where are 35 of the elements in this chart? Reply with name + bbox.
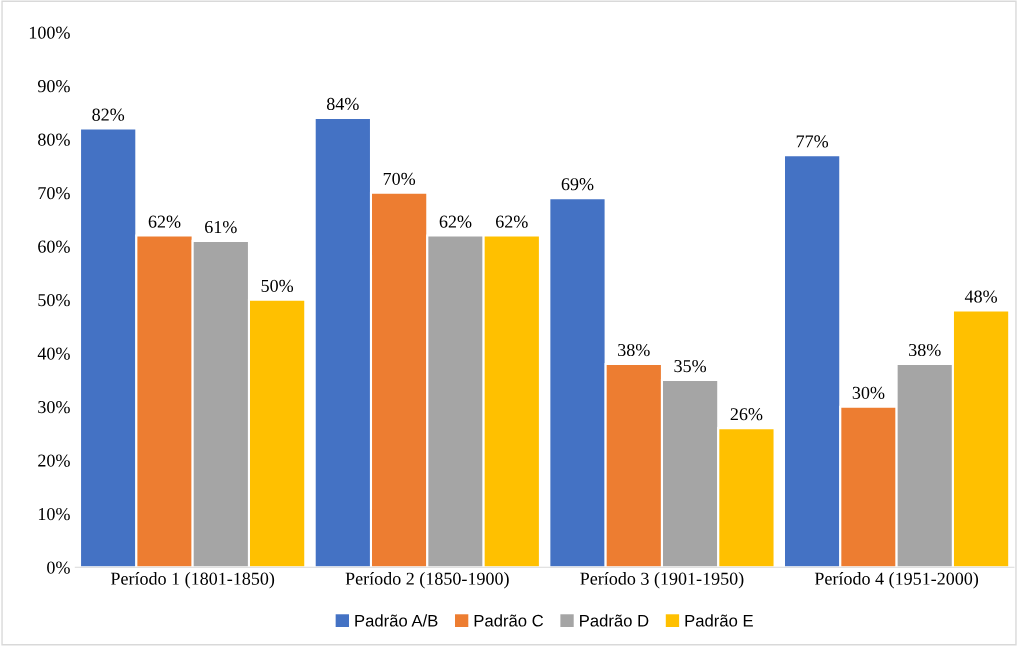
y-tick-label: 30% bbox=[38, 400, 70, 414]
data-label: 70% bbox=[383, 172, 416, 185]
x-tick-label: Período 2 (1850-1900) bbox=[345, 572, 509, 589]
y-tick-label: 0% bbox=[47, 561, 70, 574]
data-label: 62% bbox=[439, 215, 472, 228]
y-tick-label: 50% bbox=[38, 294, 70, 307]
data-label: 26% bbox=[730, 408, 763, 421]
y-tick-label: 20% bbox=[38, 454, 70, 467]
data-label: 62% bbox=[148, 215, 181, 228]
y-tick-label: 90% bbox=[37, 80, 70, 93]
data-label: 62% bbox=[496, 215, 528, 228]
data-label: 84% bbox=[326, 97, 359, 111]
legend-label: Padrão A/B bbox=[355, 614, 438, 627]
legend-label: Padrão E bbox=[685, 614, 753, 627]
data-label: 30% bbox=[852, 386, 885, 399]
y-tick-label: 60% bbox=[38, 240, 70, 253]
data-label: 82% bbox=[92, 108, 125, 121]
data-label: 50% bbox=[261, 279, 294, 292]
data-label: 61% bbox=[205, 220, 237, 234]
data-label: 77% bbox=[796, 135, 829, 148]
x-tick-label: Período 4 (1951-2000) bbox=[814, 572, 979, 589]
legend-label: Padrão D bbox=[580, 614, 649, 627]
legend-label: Padrão C bbox=[474, 614, 544, 627]
data-label: 48% bbox=[964, 290, 998, 303]
y-tick-label: 70% bbox=[38, 187, 70, 200]
x-tick-label: Período 1 (1801-1850) bbox=[110, 572, 275, 589]
y-tick-label: 40% bbox=[37, 347, 70, 360]
data-label: 35% bbox=[674, 359, 707, 373]
data-label: 38% bbox=[909, 343, 941, 357]
data-label: 69% bbox=[561, 178, 594, 191]
y-tick-label: 80% bbox=[38, 133, 70, 146]
y-tick-label: 10% bbox=[38, 507, 70, 521]
data-label: 38% bbox=[618, 343, 650, 357]
x-tick-label: Período 3 (1901-1950) bbox=[580, 572, 744, 589]
y-tick-label: 100% bbox=[29, 26, 70, 39]
